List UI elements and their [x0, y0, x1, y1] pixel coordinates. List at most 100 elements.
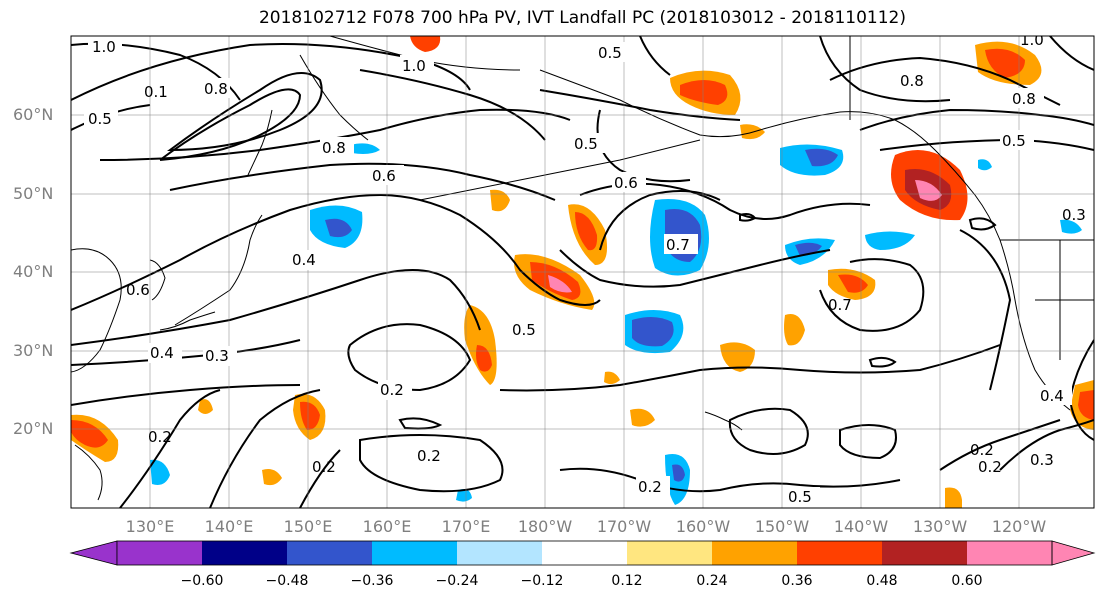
- contour-label: 0.5: [88, 110, 112, 128]
- anomaly-blob: [476, 345, 492, 372]
- anomaly-blob: [795, 242, 822, 256]
- anomaly-blob: [915, 180, 942, 201]
- colorbar-segment: [542, 541, 627, 565]
- lon-label: 160°W: [676, 517, 731, 536]
- colorbar-segment: [202, 541, 287, 565]
- contour-label: 0.5: [512, 321, 536, 339]
- colorbar-segment: [117, 541, 202, 565]
- colorbar-segment: [712, 541, 797, 565]
- colorbar-tick: −0.36: [351, 573, 394, 589]
- gridlines: [71, 36, 1094, 508]
- anomaly-blob: [805, 148, 838, 167]
- anomaly-blob: [720, 342, 755, 372]
- filled-anomalies: [71, 36, 1094, 508]
- contour-line: [639, 36, 671, 76]
- anomaly-blob: [150, 459, 170, 485]
- colorbar-tick: 0.48: [866, 573, 897, 589]
- contour-label: 0.5: [1002, 132, 1026, 150]
- lon-label: 130°W: [913, 517, 968, 536]
- contour-line: [539, 89, 741, 121]
- lat-label: 40°N: [13, 262, 53, 281]
- anomaly-blob: [490, 189, 510, 212]
- coastline-korea: [149, 259, 166, 301]
- lon-label: 150°W: [755, 517, 810, 536]
- contour-line: [299, 449, 341, 508]
- contour-line: [398, 417, 443, 430]
- lon-label: 160°E: [363, 517, 412, 536]
- colorbar-tick: −0.12: [521, 573, 564, 589]
- contour-label: 0.2: [312, 458, 336, 476]
- contour-line: [868, 356, 897, 368]
- contour-label: 0.4: [150, 344, 174, 362]
- contour-label: 0.1: [144, 83, 168, 101]
- anomaly-blob: [740, 124, 765, 140]
- contour-line: [359, 69, 546, 141]
- contour-label: 0.8: [204, 80, 228, 98]
- colorbar-tick: 0.12: [611, 573, 642, 589]
- anomaly-blob: [945, 487, 962, 508]
- contour-label: 0.2: [638, 478, 662, 496]
- contour-label: 0.4: [1040, 387, 1064, 405]
- contour-line: [99, 108, 571, 161]
- lon-label: 180°W: [518, 517, 573, 536]
- coastline-sakhalin: [247, 109, 273, 176]
- anomaly-blob: [784, 314, 805, 346]
- anomaly-blob: [456, 489, 472, 502]
- contour-label: 0.8: [322, 139, 346, 157]
- colorbar-tick: −0.60: [181, 573, 224, 589]
- contour-line: [839, 424, 897, 460]
- colorbar-segment: [797, 541, 882, 565]
- map-title: 2018102712 F078 700 hPa PV, IVT Landfall…: [258, 8, 906, 28]
- contour-label: 0.2: [978, 458, 1002, 476]
- contour-label: 0.2: [970, 441, 994, 459]
- contour-label: 0.8: [1012, 90, 1036, 108]
- contour-label: 0.5: [574, 135, 598, 153]
- contour-line: [71, 43, 471, 101]
- colorbar-segment: [627, 541, 712, 565]
- coastline-philippines: [74, 444, 103, 501]
- colorbar-tick: 0.36: [781, 573, 812, 589]
- lat-label: 30°N: [13, 341, 53, 360]
- contour-line: [119, 389, 221, 508]
- colorbar-segment: [287, 541, 372, 565]
- lat-label: 60°N: [13, 105, 53, 124]
- latitude-labels: 60°N 50°N 40°N 30°N 20°N: [13, 105, 53, 438]
- contour-line: [999, 419, 1094, 471]
- contour-line: [939, 419, 1061, 471]
- lon-label: 130°E: [126, 517, 175, 536]
- pv-contours: [71, 36, 1094, 508]
- contour-line: [71, 269, 481, 346]
- anomaly-blob: [410, 36, 441, 52]
- contour-label: 0.6: [614, 174, 638, 192]
- contour-label: 0.7: [666, 236, 690, 254]
- contour-label: 0.5: [788, 488, 812, 506]
- contour-line: [739, 213, 757, 222]
- contour-label: 0.3: [1030, 451, 1054, 469]
- contour-label: 0.6: [126, 281, 150, 299]
- contour-line: [347, 323, 472, 392]
- contour-label: 1.0: [92, 38, 116, 56]
- anomaly-blob: [198, 399, 213, 414]
- anomaly-blob: [575, 212, 598, 251]
- contour-label: 0.6: [372, 167, 396, 185]
- anomaly-blob: [71, 420, 108, 448]
- contour-line: [359, 434, 504, 493]
- contour-line: [968, 217, 997, 231]
- coastline-alaska: [539, 69, 896, 138]
- anomaly-blob: [325, 218, 352, 238]
- contour-label: 0.3: [205, 347, 229, 365]
- contour-label: 0.2: [417, 447, 441, 465]
- contour-label: 0.5: [598, 44, 622, 62]
- contour-line: [499, 344, 1001, 392]
- contour-line: [559, 467, 901, 493]
- anomaly-blob: [672, 464, 685, 482]
- contour-line: [859, 108, 1094, 131]
- lat-label: 50°N: [13, 184, 53, 203]
- contour-label: 0.2: [380, 381, 404, 399]
- anomaly-blob: [985, 48, 1025, 78]
- lon-label: 170°E: [442, 517, 491, 536]
- contour-label: 1.0: [1020, 31, 1044, 49]
- anomaly-blob: [350, 143, 380, 154]
- anomaly-blob: [300, 401, 320, 430]
- colorbar-segment: [372, 541, 457, 565]
